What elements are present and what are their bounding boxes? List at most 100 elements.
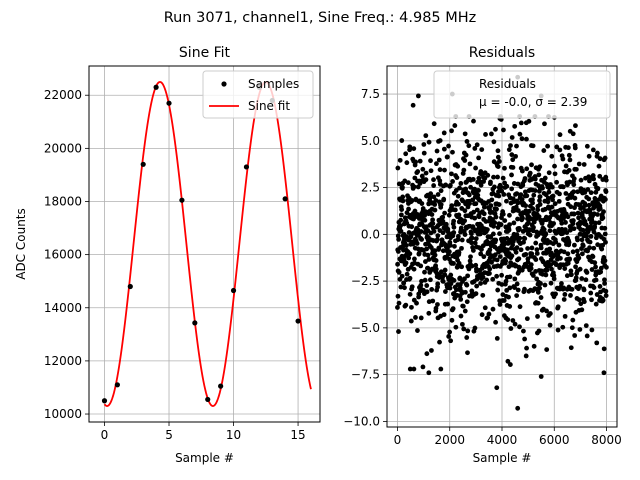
residual-point: [455, 163, 461, 169]
residual-point: [452, 243, 457, 249]
residual-point: [533, 240, 539, 246]
residual-point: [518, 247, 524, 253]
residual-point: [545, 199, 551, 205]
residual-point: [593, 264, 598, 270]
residual-point: [495, 287, 501, 293]
x-tick-label: 4000: [487, 433, 518, 447]
residual-point: [417, 180, 423, 186]
residual-point: [551, 276, 557, 282]
residual-point: [412, 175, 418, 181]
residual-point: [409, 224, 415, 230]
residual-point: [514, 293, 520, 298]
residual-point: [571, 182, 577, 188]
residual-point: [409, 198, 415, 203]
residual-point: [549, 266, 554, 272]
residual-point: [597, 173, 603, 179]
residual-point: [470, 177, 476, 182]
residual-point: [426, 370, 432, 376]
residual-point: [487, 266, 493, 272]
residual-point: [411, 146, 417, 152]
residual-point: [474, 142, 480, 148]
residual-point: [532, 176, 538, 182]
residual-point: [440, 248, 446, 254]
residual-point: [556, 242, 562, 248]
residual-point: [424, 246, 429, 252]
residuals-legend-box: [433, 70, 611, 119]
residual-point: [442, 267, 448, 273]
residual-point: [489, 197, 495, 203]
residual-point: [567, 256, 572, 262]
residual-point: [561, 249, 567, 255]
residual-point: [513, 249, 519, 255]
residual-point: [592, 260, 598, 266]
residual-point: [531, 192, 537, 198]
residual-point: [433, 258, 439, 263]
residual-point: [451, 218, 457, 224]
residual-point: [497, 231, 502, 237]
residual-point: [537, 194, 543, 200]
residual-point: [432, 202, 438, 207]
residual-point: [505, 247, 510, 253]
residuals-legend-stats: μ = -0.0, σ = 2.39: [479, 95, 587, 109]
residual-point: [591, 176, 597, 182]
residual-point: [443, 182, 449, 188]
residual-point: [494, 206, 499, 212]
residual-point: [524, 136, 529, 142]
residual-point: [527, 170, 533, 176]
residual-point: [557, 147, 563, 153]
residual-point: [552, 201, 558, 207]
residual-point: [479, 312, 485, 318]
residual-point: [545, 143, 551, 149]
residual-point: [501, 192, 507, 197]
residual-point: [419, 237, 425, 242]
sample-point: [205, 396, 211, 403]
x-tick-label: 0: [101, 428, 109, 442]
residual-point: [473, 201, 479, 207]
residual-point: [588, 290, 594, 296]
x-tick-label: 10: [226, 428, 241, 442]
residual-point: [567, 179, 573, 185]
residual-point: [423, 259, 428, 264]
residual-point: [585, 187, 591, 192]
residual-point: [538, 245, 544, 251]
residual-point: [516, 256, 522, 262]
sine-fit-panel: Sine Fit 0 5 10 15 10000 12000 14000 16000 18000…: [14, 45, 321, 465]
residual-point: [412, 256, 417, 262]
residual-point: [498, 184, 504, 190]
residual-point: [423, 133, 429, 139]
residual-point: [437, 167, 443, 173]
residual-point: [513, 153, 518, 159]
residual-point: [558, 255, 563, 261]
residual-point: [400, 194, 406, 200]
y-tick-label: 10000: [44, 407, 82, 421]
residual-point: [411, 266, 417, 272]
residual-point: [433, 266, 439, 272]
residual-point: [531, 225, 536, 230]
x-tick-label: 5: [165, 428, 173, 442]
residual-point: [507, 362, 513, 367]
residual-point: [512, 123, 518, 129]
residual-point: [442, 167, 447, 173]
residual-point: [508, 143, 513, 148]
residual-point: [515, 208, 521, 213]
residual-point: [415, 184, 421, 190]
residual-point: [415, 93, 421, 99]
residual-point: [572, 333, 578, 338]
residual-point: [553, 262, 559, 268]
residual-point: [588, 190, 594, 196]
residual-point: [594, 292, 600, 297]
residual-point: [471, 118, 476, 124]
residual-point: [462, 308, 468, 314]
residual-point: [593, 277, 599, 283]
residual-point: [523, 353, 529, 359]
residual-point: [529, 251, 535, 257]
residual-point: [547, 311, 553, 316]
residual-point: [522, 286, 527, 292]
residual-point: [492, 220, 498, 226]
residual-point: [496, 159, 502, 164]
residual-point: [494, 385, 500, 391]
residual-point: [398, 212, 404, 218]
residual-point: [431, 194, 437, 200]
residual-point: [406, 255, 412, 261]
residual-point: [602, 225, 608, 231]
